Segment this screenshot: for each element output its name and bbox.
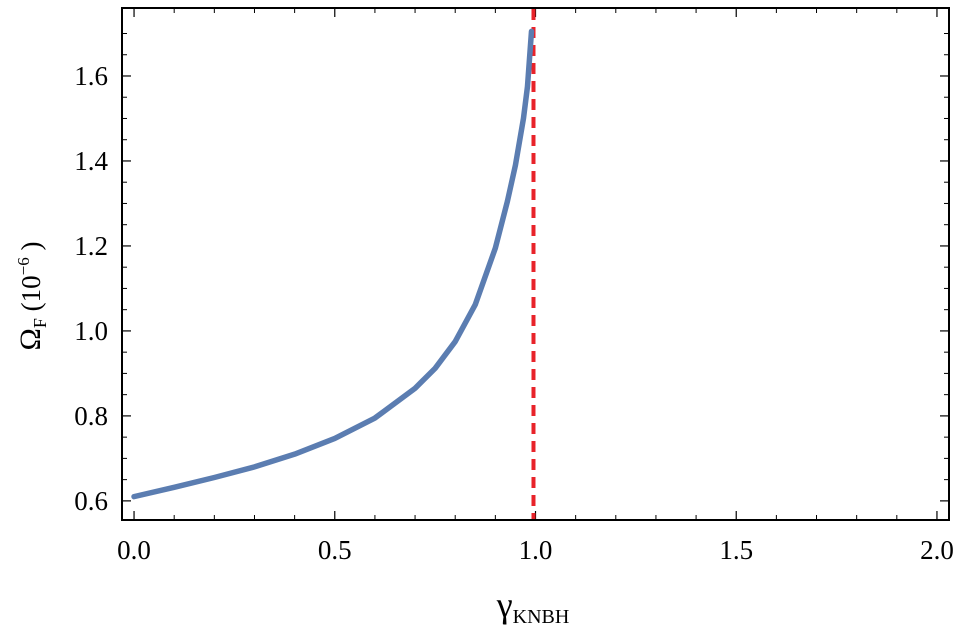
x-tick-label: 0.5	[318, 535, 352, 565]
y-axis-label-unit-close: )	[16, 242, 46, 258]
x-axis-label: γKNBH	[496, 585, 570, 626]
x-axis-label-main: γ	[496, 585, 513, 625]
y-tick-label: 1.6	[74, 61, 108, 91]
x-axis-label-sub: KNBH	[513, 606, 570, 626]
plot-frame	[121, 7, 950, 521]
x-tick-label: 1.0	[519, 535, 553, 565]
y-axis-label-sub: F	[30, 318, 50, 328]
x-tick-label: 0.0	[117, 535, 151, 565]
y-axis-label: ΩF (10−6 )	[14, 242, 50, 351]
y-tick-label: 0.8	[74, 401, 108, 431]
y-axis-label-unit-open: (10	[16, 275, 46, 318]
y-tick-label: 1.0	[74, 316, 108, 346]
x-tick-label: 2.0	[920, 535, 954, 565]
y-axis-label-main: Ω	[14, 328, 47, 350]
y-tick-label: 1.4	[74, 146, 108, 176]
y-tick-label: 0.6	[74, 486, 108, 516]
ticks	[122, 8, 949, 520]
tick-labels: 0.0 0.5 1.0 1.5 2.0 0.6 0.8 1.0 1.2 1.4 1.6	[74, 61, 954, 565]
series-layer	[131, 9, 536, 519]
series-line	[131, 28, 535, 500]
y-axis-label-unit-exp: −6	[14, 257, 33, 275]
x-tick-label: 1.5	[719, 535, 753, 565]
y-tick-label: 1.2	[74, 231, 108, 261]
